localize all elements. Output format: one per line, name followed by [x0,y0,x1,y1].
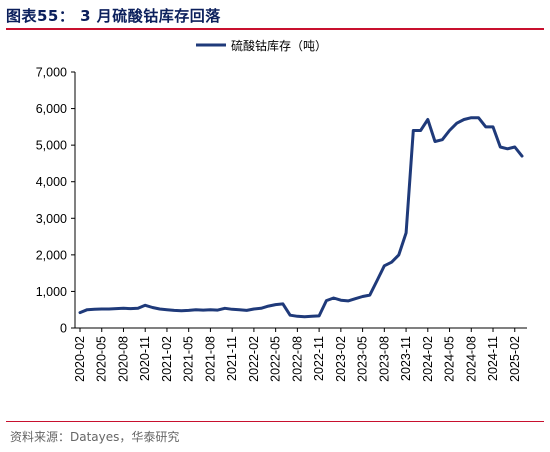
x-tick-label: 2024-08 [464,336,478,382]
x-tick-label: 2020-11 [138,336,152,381]
source-note: 资料来源：Datayes，华泰研究 [10,430,180,444]
x-tick-label: 2022-05 [269,336,283,382]
x-tick-label: 2025-02 [508,336,522,382]
x-tick-label: 2024-02 [421,336,435,382]
x-tick-label: 2024-05 [443,336,457,382]
y-tick-label: 0 [60,322,67,336]
x-tick-label: 2023-05 [356,336,370,382]
y-tick-label: 4,000 [36,175,67,189]
source-rule [6,421,544,422]
x-tick-label: 2023-11 [399,336,413,381]
x-tick-label: 2021-05 [182,336,196,382]
figure-title: 图表55： 3 月硫酸钴库存回落 [6,7,221,25]
x-tick-label: 2021-11 [225,336,239,381]
legend: 硫酸钴库存（吨） [196,38,327,53]
x-tick-label: 2020-02 [73,336,87,382]
x-tick-label: 2023-02 [334,336,348,382]
y-tick-label: 1,000 [36,285,67,299]
line-chart: 硫酸钴库存（吨） 0 1,000 2,000 3,000 4,000 5,000 6,000… [36,38,527,382]
y-tick-label: 7,000 [36,66,67,80]
x-tick-label: 2022-02 [247,336,261,382]
x-tick-label: 2022-08 [290,336,304,382]
y-tick-label: 2,000 [36,248,67,262]
x-tick-label: 2023-08 [377,336,391,382]
y-tick-label: 3,000 [36,212,67,226]
y-tick-label: 6,000 [36,102,67,116]
x-ticks: 2020-02 2020-05 2020-08 2020-11 2021-02 2021-… [73,328,522,382]
y-ticks: 0 1,000 2,000 3,000 4,000 5,000 6,000 7,000 [36,66,75,336]
series-line [78,116,524,319]
legend-label: 硫酸钴库存（吨） [231,38,327,53]
x-tick-label: 2022-11 [312,336,326,381]
y-tick-label: 5,000 [36,139,67,153]
x-tick-label: 2021-08 [203,336,217,382]
x-tick-label: 2021-02 [160,336,174,382]
x-tick-label: 2020-05 [95,336,109,382]
x-tick-label: 2020-08 [116,336,130,382]
x-tick-label: 2024-11 [486,336,500,381]
title-rule [6,28,544,30]
